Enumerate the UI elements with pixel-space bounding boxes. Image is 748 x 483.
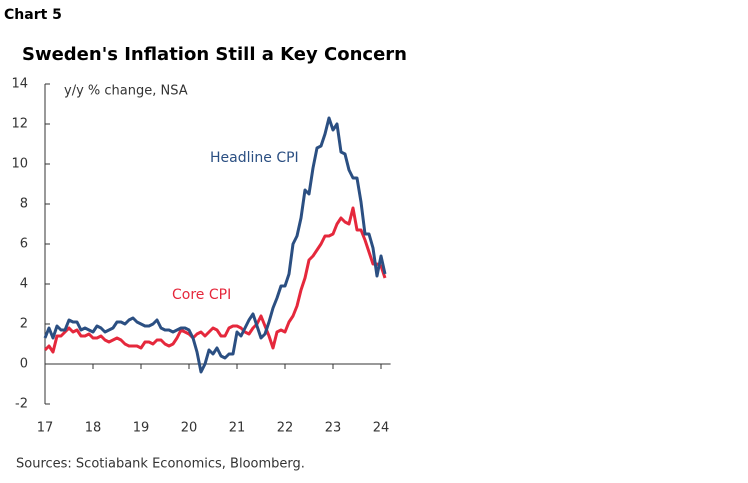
y-tick-label: -2 (15, 397, 28, 412)
chart-label: Chart 5 (4, 7, 62, 23)
x-tick-label: 20 (181, 421, 198, 436)
y-tick-label: 10 (11, 157, 28, 172)
chart-title: Sweden's Inflation Still a Key Concern (22, 44, 407, 65)
x-tick-label: 18 (85, 421, 102, 436)
x-tick-label: 17 (37, 421, 54, 436)
x-tick-label: 21 (229, 421, 246, 436)
x-tick-label: 24 (373, 421, 390, 436)
x-tick-label: 22 (277, 421, 294, 436)
annotation: Headline CPI (210, 150, 299, 166)
y-tick-label: 12 (11, 117, 28, 132)
series-line (43, 116, 387, 374)
source: Sources: Scotiabank Economics, Bloomberg… (16, 457, 305, 472)
annotation: Core CPI (172, 287, 231, 303)
y-tick-label: 0 (20, 357, 28, 372)
y-tick-label: 2 (20, 317, 28, 332)
x-tick-label: 19 (133, 421, 150, 436)
y-axis-label: y/y % change, NSA (64, 84, 188, 99)
x-tick-label: 23 (325, 421, 342, 436)
series-line (43, 206, 387, 354)
y-tick-label: 14 (11, 77, 28, 92)
y-tick-label: 8 (20, 197, 28, 212)
y-tick-label: 6 (20, 237, 28, 252)
y-tick-label: 4 (20, 277, 28, 292)
